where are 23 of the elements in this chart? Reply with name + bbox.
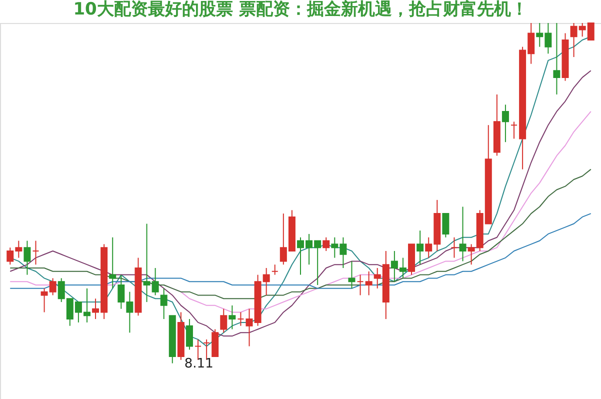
candlestick — [109, 236, 116, 289]
candlestick — [186, 318, 193, 350]
candlestick — [212, 328, 219, 357]
candlestick — [271, 264, 278, 276]
candlestick — [502, 104, 509, 143]
annotation: 8.11 — [184, 356, 214, 372]
candlestick — [160, 288, 168, 320]
candlestick — [459, 206, 466, 262]
candlestick — [510, 121, 518, 140]
candlestick — [450, 236, 458, 258]
chart-title: 10大配资最好的股票 票配资：掘金新机遇，抢占财富先机！ — [73, 0, 528, 20]
candlestick — [442, 213, 450, 238]
candlestick — [365, 270, 372, 296]
candlestick — [237, 312, 244, 326]
candlestick — [24, 240, 31, 276]
candlestick — [322, 236, 330, 252]
candlestick — [416, 230, 424, 266]
candlestick — [553, 22, 560, 95]
candlestick — [32, 240, 40, 266]
candlestick — [348, 260, 356, 289]
candlestick — [228, 304, 236, 330]
candlestick — [220, 308, 228, 334]
candlestick — [356, 274, 364, 296]
